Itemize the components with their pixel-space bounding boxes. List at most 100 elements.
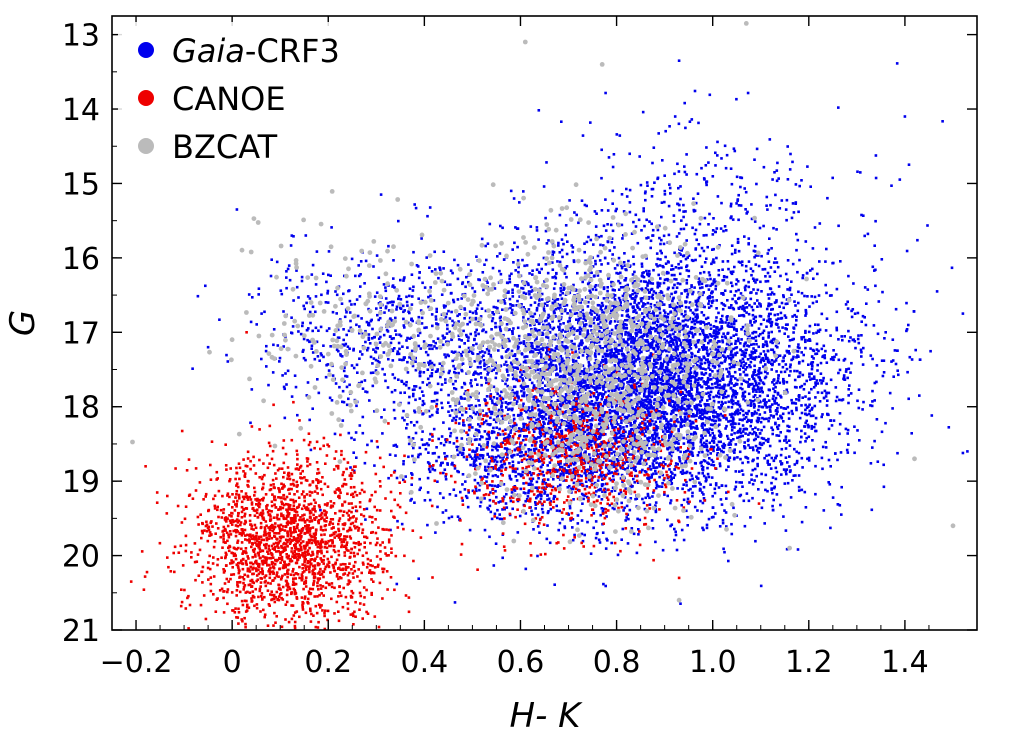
data-point [700, 410, 703, 414]
data-point [703, 323, 707, 327]
data-point [759, 332, 762, 336]
data-point [760, 386, 763, 390]
data-point [505, 291, 509, 294]
data-point [484, 244, 487, 248]
data-point [715, 359, 719, 362]
data-point [652, 290, 656, 293]
data-point [693, 232, 697, 236]
data-point [601, 460, 605, 464]
data-point [718, 423, 721, 426]
data-point [541, 511, 545, 514]
data-point [559, 404, 563, 408]
data-point [760, 254, 763, 258]
data-point [809, 414, 813, 418]
data-point [809, 269, 812, 272]
data-point [635, 334, 638, 338]
data-point [667, 286, 670, 290]
data-point [653, 393, 657, 396]
data-point [655, 406, 659, 410]
data-point [594, 401, 597, 405]
data-point [795, 408, 798, 412]
data-point [576, 355, 580, 359]
data-point [355, 456, 358, 459]
data-point [604, 490, 607, 494]
data-point [710, 382, 714, 386]
data-point [615, 386, 619, 390]
data-point [702, 497, 706, 500]
data-point [677, 405, 680, 409]
data-point [679, 470, 683, 474]
data-point [784, 316, 788, 319]
data-point [646, 314, 649, 318]
data-point [525, 410, 528, 414]
data-point [699, 438, 703, 441]
data-point [596, 531, 599, 535]
data-point [884, 421, 887, 425]
data-point [717, 395, 721, 399]
data-point [861, 363, 865, 366]
data-point [739, 408, 743, 411]
data-point [756, 385, 760, 389]
data-point [659, 277, 662, 280]
data-point [668, 343, 671, 347]
data-point [588, 478, 591, 482]
data-point [625, 187, 628, 191]
data-point [522, 316, 525, 319]
data-point [750, 414, 754, 417]
data-point [485, 381, 488, 385]
data-point [647, 356, 651, 359]
data-point [587, 384, 590, 387]
data-point [495, 468, 499, 471]
data-point [695, 424, 698, 428]
data-point [535, 359, 538, 363]
data-point [666, 390, 669, 393]
data-point [475, 307, 479, 310]
data-point [668, 386, 671, 390]
data-point [629, 443, 632, 446]
data-point [734, 339, 738, 343]
data-point [658, 311, 662, 315]
data-point [487, 352, 491, 355]
data-point [646, 301, 650, 305]
data-point [714, 284, 718, 288]
data-point [666, 287, 670, 291]
data-point [646, 437, 649, 440]
data-point [491, 266, 495, 270]
data-point [531, 315, 535, 318]
data-point [607, 331, 611, 335]
data-point [702, 344, 706, 347]
data-point [732, 384, 736, 388]
data-point [586, 433, 589, 437]
data-point [670, 328, 674, 332]
data-point [822, 509, 826, 512]
data-point [756, 435, 760, 439]
data-point [677, 266, 681, 270]
data-point [525, 355, 529, 358]
data-point [730, 349, 733, 353]
data-point [770, 456, 774, 460]
data-point [399, 278, 402, 282]
data-point [778, 354, 782, 357]
data-point [703, 445, 706, 449]
data-point [738, 470, 741, 473]
data-point [660, 402, 663, 405]
data-point [807, 363, 810, 366]
data-point [684, 313, 687, 317]
data-point [653, 379, 656, 382]
data-point [814, 323, 817, 326]
data-point [426, 214, 429, 218]
data-point [759, 352, 762, 356]
data-point [610, 459, 614, 463]
data-point [673, 407, 676, 410]
data-point [756, 416, 760, 420]
data-point [804, 395, 807, 398]
data-point [593, 285, 597, 289]
data-point [789, 363, 792, 366]
data-point [669, 501, 672, 505]
data-point [727, 405, 730, 409]
data-point [705, 257, 708, 260]
data-point [700, 417, 703, 420]
data-point [721, 385, 724, 388]
data-point [657, 440, 660, 444]
data-point [476, 383, 479, 386]
